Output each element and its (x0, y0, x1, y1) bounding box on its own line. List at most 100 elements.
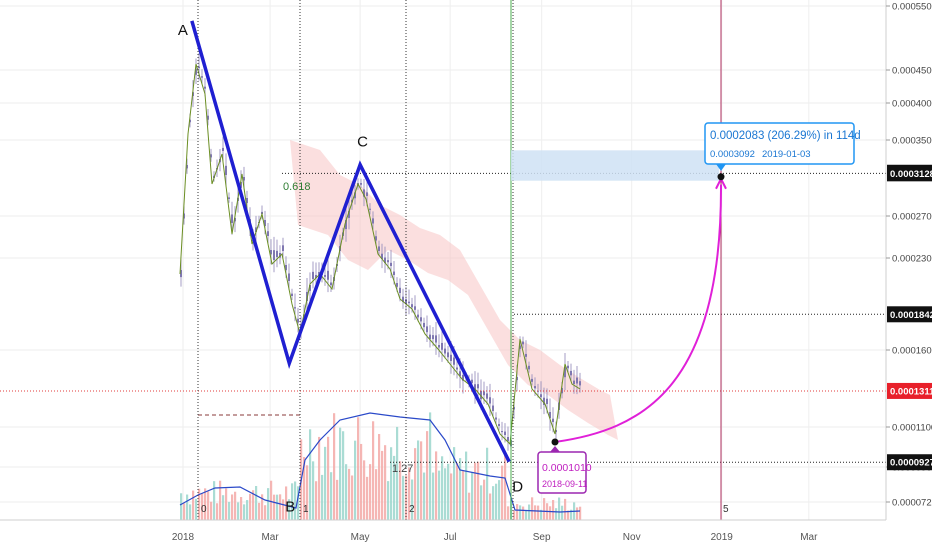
candle-body (198, 66, 200, 69)
volume-bar (198, 488, 201, 520)
candle-body (186, 165, 188, 169)
x-tick-label: Jul (444, 532, 457, 543)
pattern-labels: A B C D 0.618 1.27 0 1 2 5 (178, 22, 729, 515)
volume-bar (330, 472, 333, 520)
time-label-2: 2 (409, 504, 415, 515)
candle-body (426, 326, 428, 333)
volume-bar (258, 502, 261, 520)
candle-body (570, 370, 572, 376)
candle-body (564, 367, 566, 378)
volume-bar (495, 483, 498, 520)
candle-body (429, 334, 431, 340)
fib-label-0618: 0.618 (283, 181, 311, 193)
candle-body (549, 412, 551, 419)
volume-bar (315, 481, 318, 520)
candle-body (273, 250, 275, 260)
volume-bar (444, 468, 447, 520)
pattern-label-d: D (512, 479, 523, 496)
volume-bar (483, 479, 486, 520)
candle-body (369, 208, 371, 210)
low-box (537, 451, 587, 494)
candle-body (396, 283, 398, 287)
candle-body (360, 183, 362, 185)
volume-bar (420, 441, 423, 520)
ichimoku-cloud (290, 140, 618, 440)
volume-bar (213, 481, 216, 520)
candle-body (444, 348, 446, 354)
volume-bar (447, 463, 450, 520)
candle-body (504, 431, 506, 435)
volume-bar (189, 504, 192, 520)
cloud-area (290, 140, 618, 440)
time-label-1: 1 (303, 504, 309, 515)
candle-body (498, 423, 500, 426)
volume-bar (438, 470, 441, 520)
candle-body (348, 210, 350, 218)
candle-body (477, 384, 479, 389)
projection-curve (554, 184, 723, 443)
volume-bar (381, 450, 384, 520)
volume-bar (321, 474, 324, 520)
candle-body (405, 299, 407, 304)
candle-body (483, 391, 485, 396)
candle-body (378, 246, 380, 251)
volume-bar (180, 493, 183, 520)
volume-bar (426, 431, 429, 520)
volume-bar (537, 505, 540, 520)
candle-body (201, 76, 203, 78)
volume-bar (366, 476, 369, 520)
candle-body (345, 220, 347, 230)
volume-bar (387, 481, 390, 520)
volume-bar (318, 436, 321, 520)
candle-body (183, 213, 185, 219)
volume-bar (501, 465, 504, 520)
price-tag-box (887, 382, 932, 399)
volume-bar (471, 472, 474, 520)
x-tick-label: Mar (261, 532, 279, 543)
candle-body (432, 335, 434, 340)
volume-bar (555, 508, 558, 520)
volume-bar (396, 426, 399, 520)
volume-bar (228, 501, 231, 520)
volume-bar (201, 493, 204, 520)
volume-bar (336, 479, 339, 520)
volume-bar (360, 443, 363, 520)
volume-bar (513, 510, 516, 520)
candle-body (387, 260, 389, 263)
volume-bar (552, 500, 555, 520)
low-box-date: 2018-09-11 (542, 479, 587, 489)
volume-bar (429, 412, 432, 520)
candle-body (567, 365, 569, 369)
candle-body (270, 250, 272, 255)
volume-bar (441, 456, 444, 520)
volume-bar (363, 460, 366, 520)
candle-body (288, 273, 290, 281)
volume-bar (567, 510, 570, 520)
volume-bar (291, 483, 294, 520)
volume-bar (492, 486, 495, 520)
x-tick-label: Nov (623, 532, 641, 543)
candle-body (372, 218, 374, 224)
volume-bar (453, 447, 456, 520)
candle-body (312, 271, 314, 279)
candle-body (246, 198, 248, 203)
volume-bar (261, 494, 264, 520)
volume-bar (354, 440, 357, 520)
candle-body (204, 86, 206, 89)
volume-bar (402, 475, 405, 520)
candle-body (285, 265, 287, 271)
volume-bar (297, 486, 300, 520)
volume-bar (375, 469, 378, 520)
volume-bar (183, 503, 186, 520)
candle-body (534, 386, 536, 389)
candle-body (501, 431, 503, 433)
volume-bar (531, 497, 534, 520)
candle-body (441, 342, 443, 350)
price-tag-box (887, 165, 932, 182)
price-tag-label: 0.0001842 (890, 310, 932, 321)
volume-bar (477, 461, 480, 520)
